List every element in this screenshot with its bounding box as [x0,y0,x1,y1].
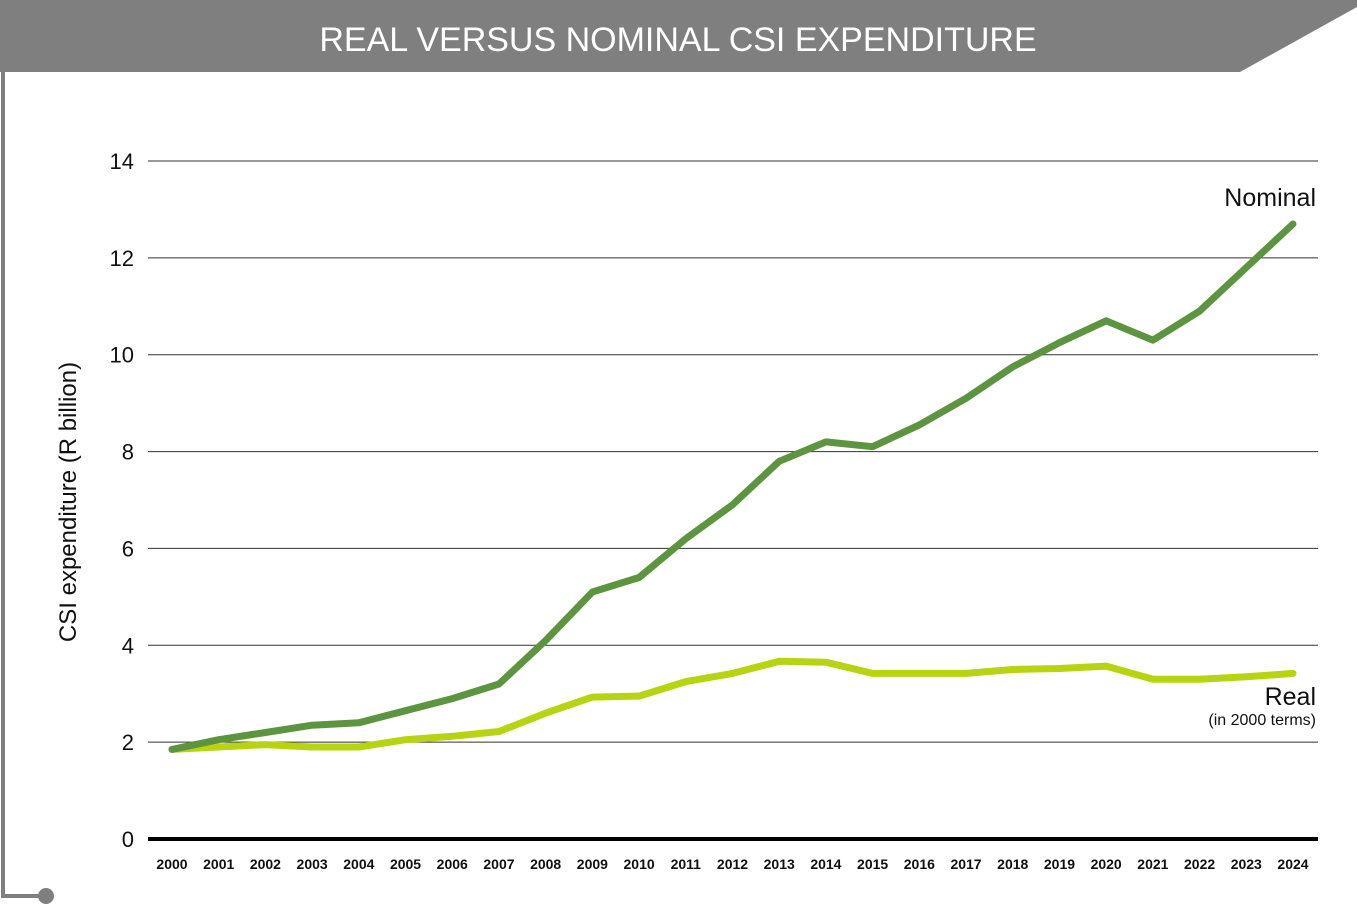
x-tick-label: 2010 [624,856,655,872]
gridlines [148,160,1318,841]
y-tick-label: 8 [122,440,134,465]
y-tick-label: 0 [122,827,134,852]
series-lines [168,220,1297,753]
x-tick-label: 2002 [250,856,281,872]
x-tick-label: 2021 [1137,856,1168,872]
x-tick-label: 2014 [810,856,841,872]
x-tick-label: 2001 [203,856,234,872]
frame-bracket [1,72,44,898]
x-tick-label: 2024 [1277,856,1308,872]
x-tick-label: 2020 [1091,856,1122,872]
x-tick-label: 2000 [156,856,187,872]
x-tick-label: 2019 [1044,856,1075,872]
frame-bracket-dot [38,888,54,904]
x-tick-label: 2008 [530,856,561,872]
series-sublabel-real: (in 2000 terms) [1208,712,1316,729]
x-tick-label: 2012 [717,856,748,872]
series-line-nominal [168,220,1297,753]
x-tick-label: 2007 [483,856,514,872]
x-tick-label: 2004 [343,856,374,872]
series-line-real [168,657,1297,753]
y-tick-label: 4 [122,633,134,658]
x-tick-label: 2017 [950,856,981,872]
x-tick-label: 2015 [857,856,888,872]
y-axis-ticks: 0 2 4 6 8 10 12 14 [110,149,134,852]
chart-title: REAL VERSUS NOMINAL CSI EXPENDITURE [319,21,1036,59]
title-banner [0,0,1357,72]
y-tick-label: 2 [122,730,134,755]
y-axis-label: CSI expenditure (R billion) [55,362,82,642]
x-tick-label: 2023 [1231,856,1262,872]
x-tick-label: 2013 [764,856,795,872]
x-tick-label: 2003 [297,856,328,872]
x-tick-label: 2009 [577,856,608,872]
x-tick-label: 2011 [671,856,702,872]
x-tick-label: 2018 [997,856,1028,872]
y-tick-label: 10 [110,343,134,368]
y-tick-label: 6 [122,536,134,561]
x-tick-label: 2005 [390,856,421,872]
x-tick-label: 2022 [1184,856,1215,872]
x-axis-ticks: 2000 2001 2002 2003 2004 2005 2006 2007 2008 2009… [156,856,1308,872]
y-tick-label: 12 [110,246,134,271]
x-tick-label: 2016 [904,856,935,872]
series-label-real: Real [1265,683,1316,711]
series-label-nominal: Nominal [1224,184,1316,212]
y-tick-label: 14 [110,149,134,174]
x-tick-label: 2006 [437,856,468,872]
